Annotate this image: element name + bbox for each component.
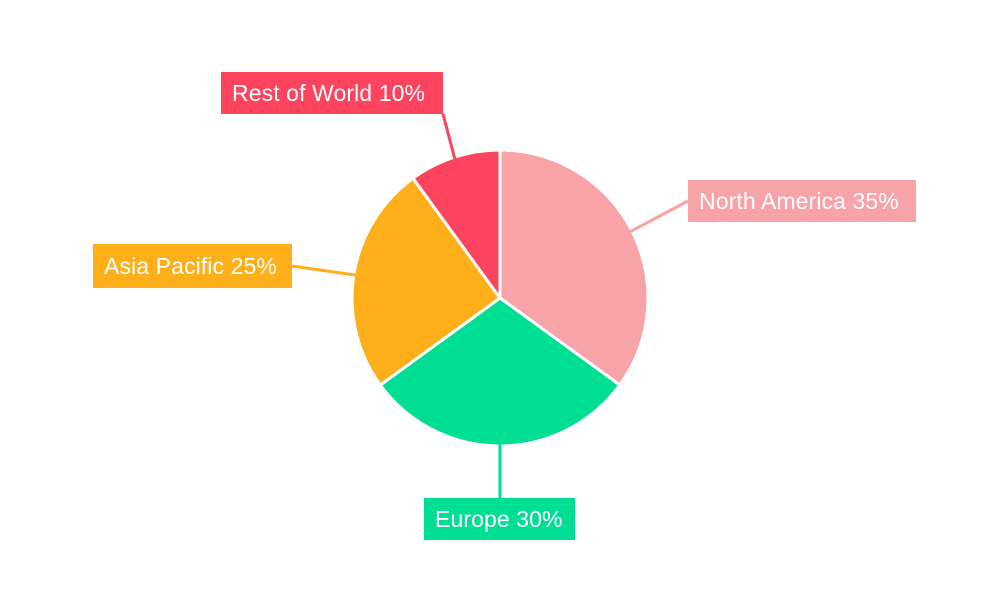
- leader-line-asia-pacific: [291, 264, 357, 277]
- pie-slices-group: [350, 148, 650, 448]
- pie-label-asia-pacific-text: Asia Pacific 25%: [104, 252, 277, 279]
- pie-label-rest-of-world-text: Rest of World 10%: [232, 79, 426, 106]
- pie-label-asia-pacific[interactable]: Asia Pacific 25%: [93, 244, 292, 288]
- pie-label-europe-text: Europe 30%: [435, 505, 563, 532]
- pie-label-north-america-text: North America 35%: [699, 187, 899, 214]
- leader-line-north-america: [629, 199, 689, 234]
- pie-label-north-america[interactable]: North America 35%: [688, 180, 916, 222]
- leader-line-rest-of-world: [441, 113, 457, 160]
- pie-label-rest-of-world[interactable]: Rest of World 10%: [221, 72, 443, 114]
- leader-lines-group: [291, 113, 689, 498]
- pie-label-europe[interactable]: Europe 30%: [424, 498, 575, 540]
